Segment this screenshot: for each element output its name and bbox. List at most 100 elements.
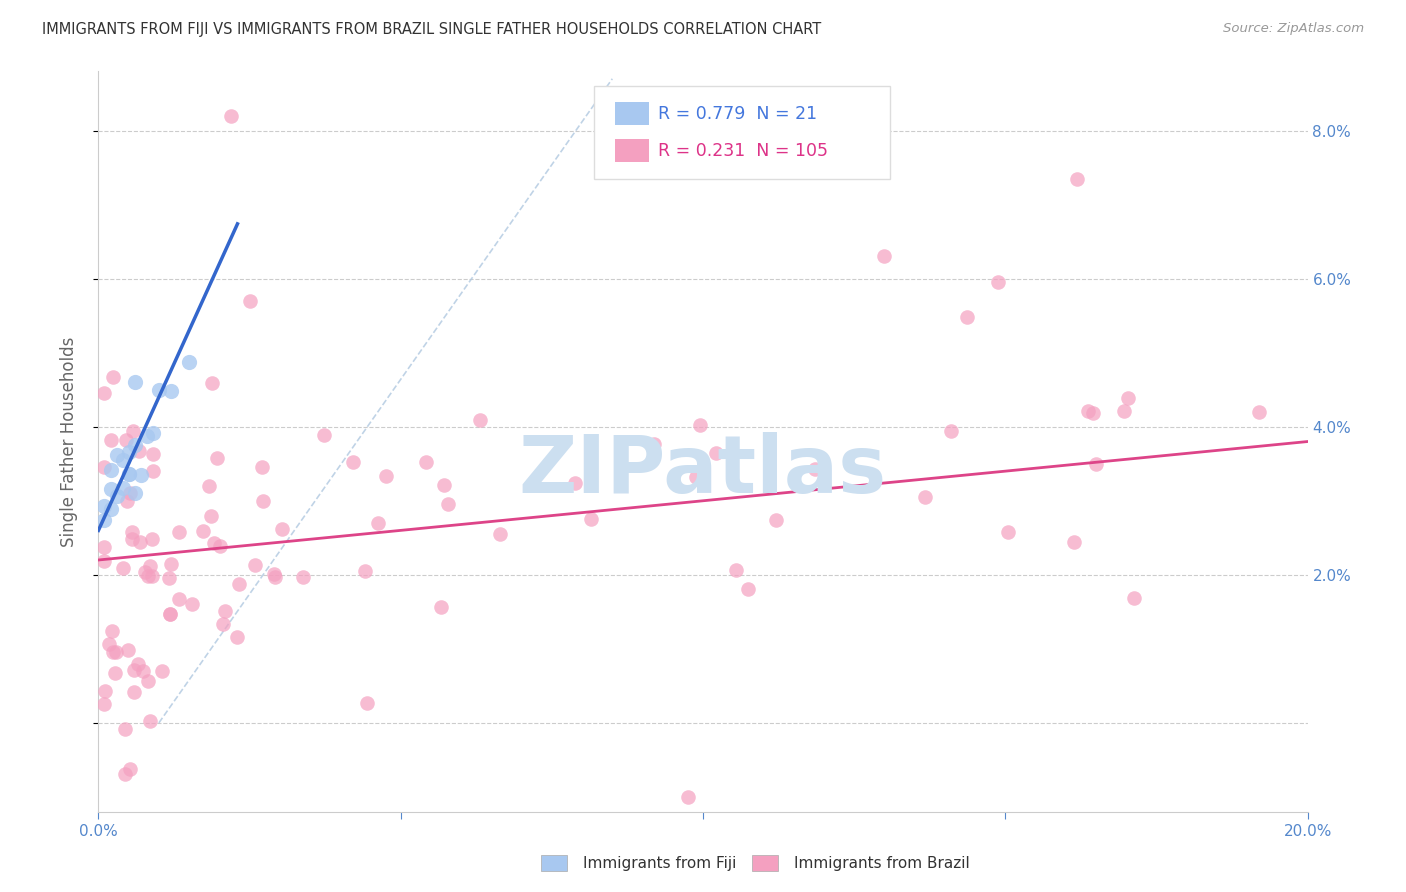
Point xyxy=(181,597,204,611)
Point xyxy=(643,437,665,451)
Bar xyxy=(614,139,648,162)
Point xyxy=(136,673,159,688)
Point xyxy=(228,577,250,591)
Point xyxy=(250,460,273,475)
Point xyxy=(100,624,122,639)
Point xyxy=(129,468,152,483)
Point xyxy=(205,450,228,465)
Point xyxy=(689,417,711,432)
Point xyxy=(564,475,586,490)
Point xyxy=(1066,172,1088,186)
Point xyxy=(202,536,225,550)
Point xyxy=(93,459,115,474)
Point xyxy=(201,376,224,391)
Point xyxy=(121,524,143,539)
Point xyxy=(135,429,157,443)
Point xyxy=(263,567,285,582)
Point xyxy=(221,109,243,123)
Point xyxy=(291,570,314,584)
Point xyxy=(437,497,460,511)
Point xyxy=(704,446,727,460)
Point xyxy=(160,557,183,571)
Point xyxy=(118,485,141,500)
Point xyxy=(134,565,156,579)
Point xyxy=(93,553,115,567)
Text: IMMIGRANTS FROM FIJI VS IMMIGRANTS FROM BRAZIL SINGLE FATHER HOUSEHOLDS CORRELAT: IMMIGRANTS FROM FIJI VS IMMIGRANTS FROM … xyxy=(42,22,821,37)
Point xyxy=(167,525,190,540)
Point xyxy=(429,599,451,614)
Point xyxy=(124,376,146,390)
Point xyxy=(122,424,145,438)
Point xyxy=(191,524,214,538)
Point xyxy=(433,478,456,492)
Point xyxy=(104,665,127,680)
Point xyxy=(1063,535,1085,549)
Point xyxy=(115,433,138,447)
Point xyxy=(1085,457,1108,471)
Point xyxy=(100,502,122,516)
Point xyxy=(987,275,1010,289)
Point xyxy=(685,470,707,484)
Point xyxy=(117,642,139,657)
Point xyxy=(167,591,190,606)
Point xyxy=(214,604,236,618)
Point xyxy=(141,533,163,547)
Point xyxy=(128,444,150,458)
Point xyxy=(579,512,602,526)
Point xyxy=(914,490,936,504)
Point xyxy=(200,508,222,523)
Point xyxy=(209,539,232,553)
Point xyxy=(122,663,145,677)
Point xyxy=(468,413,491,427)
Point xyxy=(93,386,115,401)
Point xyxy=(118,467,141,481)
Point xyxy=(356,697,378,711)
Point xyxy=(270,522,292,536)
Point xyxy=(198,479,221,493)
FancyBboxPatch shape xyxy=(595,87,890,178)
Text: ZIPatlas: ZIPatlas xyxy=(519,432,887,510)
Point xyxy=(765,513,787,527)
Point xyxy=(103,645,125,659)
Point xyxy=(93,697,115,711)
Point xyxy=(120,762,142,776)
Point xyxy=(105,489,128,503)
Point xyxy=(159,607,181,621)
Point xyxy=(124,438,146,452)
Text: Immigrants from Fiji: Immigrants from Fiji xyxy=(583,856,737,871)
Point xyxy=(118,467,141,481)
Text: R = 0.231  N = 105: R = 0.231 N = 105 xyxy=(658,142,828,160)
Point xyxy=(114,766,136,780)
Point xyxy=(342,455,364,469)
Point xyxy=(97,637,120,651)
Point xyxy=(1077,404,1099,418)
Text: R = 0.779  N = 21: R = 0.779 N = 21 xyxy=(658,104,817,122)
Point xyxy=(375,468,398,483)
Point xyxy=(117,493,139,508)
Point xyxy=(93,684,115,698)
Point xyxy=(131,664,153,678)
Point xyxy=(1118,391,1140,405)
Point xyxy=(100,483,122,497)
Point xyxy=(1112,404,1135,418)
Point xyxy=(148,383,170,397)
Y-axis label: Single Father Households: Single Father Households xyxy=(59,336,77,547)
Point xyxy=(997,525,1019,540)
Text: Source: ZipAtlas.com: Source: ZipAtlas.com xyxy=(1223,22,1364,36)
Point xyxy=(1083,406,1105,420)
Point xyxy=(1249,405,1271,419)
Point xyxy=(124,486,146,500)
Point xyxy=(226,630,249,644)
Point xyxy=(152,664,174,678)
Point xyxy=(118,444,141,458)
Point xyxy=(93,499,115,513)
Point xyxy=(100,434,122,448)
Point xyxy=(104,645,127,659)
Point xyxy=(141,569,163,583)
Point xyxy=(128,535,150,549)
Point xyxy=(956,310,979,324)
Point xyxy=(264,570,287,584)
Point xyxy=(179,355,201,369)
Point xyxy=(1123,591,1146,605)
Text: Immigrants from Brazil: Immigrants from Brazil xyxy=(794,856,970,871)
